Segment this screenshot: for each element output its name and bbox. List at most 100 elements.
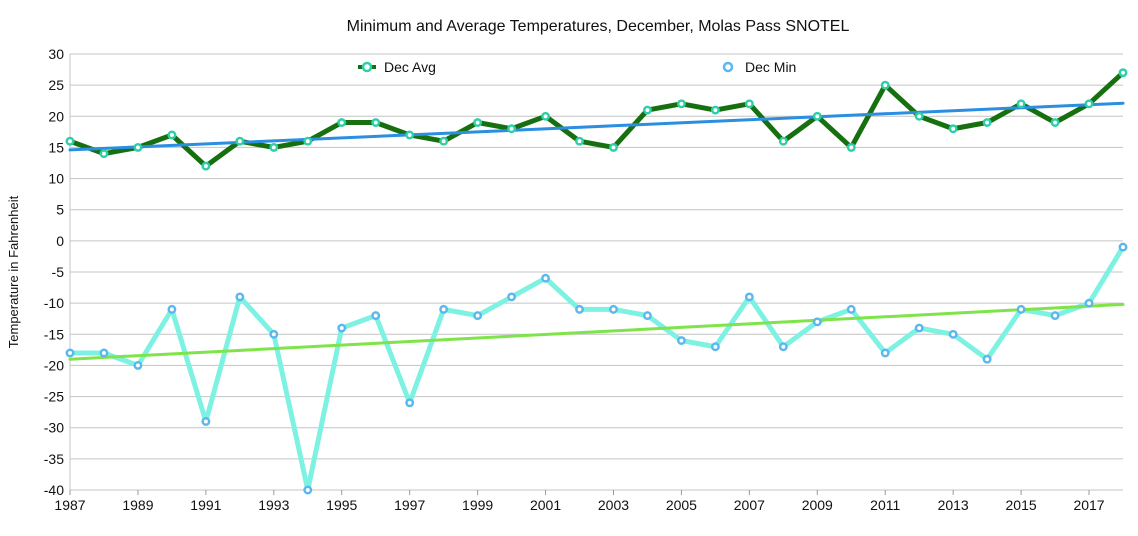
data-point-dec-min[interactable] — [99, 348, 109, 358]
data-point-dec-min[interactable] — [507, 292, 517, 302]
data-point-dec-min[interactable] — [269, 329, 279, 339]
data-point-dec-avg[interactable] — [439, 136, 449, 146]
data-point-dec-avg[interactable] — [609, 142, 618, 152]
legend-item-dec-avg[interactable]: Dec Avg — [358, 59, 436, 75]
data-point-dec-min[interactable] — [1016, 304, 1026, 314]
data-point-dec-avg[interactable] — [846, 142, 856, 152]
data-point-dec-min[interactable] — [1084, 298, 1094, 308]
data-point-dec-avg[interactable] — [541, 111, 550, 121]
y-tick-label: -10 — [44, 295, 64, 311]
data-point-dec-min[interactable] — [303, 485, 313, 495]
data-point-dec-avg[interactable] — [337, 118, 347, 127]
data-point-dec-avg[interactable] — [99, 149, 109, 159]
data-point-dec-min[interactable] — [235, 292, 245, 302]
data-point-dec-min[interactable] — [201, 417, 211, 426]
data-point-dec-min[interactable] — [133, 360, 143, 370]
data-point-dec-min[interactable] — [541, 273, 550, 283]
data-point-dec-avg[interactable] — [1016, 99, 1026, 109]
data-point-dec-min[interactable] — [880, 348, 890, 358]
series-line-dec-avg — [67, 70, 1126, 169]
data-point-dec-min[interactable] — [609, 304, 618, 314]
data-point-dec-avg[interactable] — [1050, 118, 1060, 127]
data-point-dec-avg[interactable] — [167, 130, 177, 140]
data-point-dec-min[interactable] — [778, 342, 788, 352]
data-point-dec-avg[interactable] — [65, 136, 75, 146]
chart-title: Minimum and Average Temperatures, Decemb… — [347, 18, 850, 35]
series-line-dec-min — [67, 244, 1126, 493]
data-point-dec-avg[interactable] — [1084, 99, 1094, 109]
x-tick-label: 1995 — [326, 497, 357, 513]
data-point-dec-min[interactable] — [405, 398, 415, 408]
data-point-dec-min[interactable] — [676, 336, 686, 345]
data-point-dec-avg[interactable] — [676, 99, 686, 109]
data-point-dec-min[interactable] — [914, 323, 924, 333]
x-tick-label: 2005 — [666, 497, 697, 513]
data-point-dec-avg[interactable] — [405, 130, 415, 140]
y-tick-label: 25 — [48, 77, 64, 93]
data-point-dec-min[interactable] — [744, 292, 754, 302]
data-point-dec-min[interactable] — [371, 311, 381, 321]
data-point-dec-min[interactable] — [948, 329, 958, 339]
data-point-dec-avg[interactable] — [982, 118, 992, 127]
data-point-dec-avg[interactable] — [778, 136, 788, 146]
x-tick-label: 2015 — [1006, 497, 1037, 513]
data-point-dec-avg[interactable] — [948, 124, 958, 134]
data-point-dec-avg[interactable] — [744, 99, 754, 109]
data-point-dec-avg[interactable] — [133, 142, 143, 152]
y-tick-label: 10 — [48, 171, 64, 187]
data-point-dec-avg[interactable] — [812, 111, 822, 121]
legend-item-dec-min[interactable]: Dec Min — [722, 59, 796, 75]
y-tick-label: 0 — [56, 233, 64, 249]
trendline-dec-min — [68, 302, 1125, 361]
data-point-dec-min[interactable] — [812, 317, 822, 327]
data-point-dec-min[interactable] — [439, 304, 449, 314]
y-tick-label: 30 — [48, 46, 64, 62]
series-group — [65, 68, 1128, 495]
x-tick-label: 2011 — [870, 497, 900, 513]
data-point-dec-min[interactable] — [1050, 311, 1060, 321]
data-point-dec-min[interactable] — [575, 304, 584, 314]
x-tick-label: 2013 — [938, 497, 969, 513]
data-point-dec-avg[interactable] — [473, 118, 483, 127]
data-point-dec-avg[interactable] — [371, 118, 381, 127]
data-point-dec-avg[interactable] — [880, 80, 890, 90]
data-point-dec-avg[interactable] — [914, 111, 924, 121]
data-point-dec-min[interactable] — [643, 311, 652, 321]
data-point-dec-avg[interactable] — [575, 136, 584, 146]
x-tick-label: 1991 — [190, 497, 221, 513]
data-point-dec-avg[interactable] — [269, 142, 279, 152]
data-point-dec-min[interactable] — [473, 311, 483, 321]
data-point-dec-avg[interactable] — [643, 105, 652, 115]
x-tick-labels: 1987 1989 1991 1993 1995 1997 1999 2001 2003 2005… — [54, 497, 1104, 513]
x-tick-label: 1999 — [462, 497, 493, 513]
data-point-dec-avg[interactable] — [235, 136, 245, 146]
data-point-dec-min[interactable] — [65, 348, 75, 358]
data-point-dec-min[interactable] — [710, 342, 720, 352]
data-point-dec-min[interactable] — [982, 354, 992, 364]
y-tick-label: -25 — [44, 389, 64, 405]
data-point-dec-min[interactable] — [167, 304, 177, 314]
x-tick-label: 1987 — [54, 497, 85, 513]
y-tick-label: -40 — [44, 482, 64, 498]
data-point-dec-min[interactable] — [1118, 242, 1128, 252]
data-point-dec-avg[interactable] — [507, 124, 517, 134]
y-tick-label: 20 — [48, 108, 64, 124]
legend-label: Dec Avg — [384, 59, 436, 75]
y-tick-label: 15 — [48, 139, 64, 155]
y-tick-label: -15 — [44, 326, 64, 342]
data-point-dec-avg[interactable] — [710, 105, 720, 115]
trendline-dec-avg — [68, 101, 1125, 152]
data-point-dec-avg[interactable] — [303, 136, 313, 146]
data-point-dec-avg[interactable] — [201, 161, 211, 171]
x-tick-label: 1989 — [122, 497, 153, 513]
x-tick-label: 1993 — [258, 497, 289, 513]
y-tick-label: -20 — [44, 357, 64, 373]
x-tick-label: 2017 — [1073, 497, 1104, 513]
y-tick-label: -5 — [52, 264, 65, 280]
data-point-dec-min[interactable] — [337, 323, 347, 333]
x-tick-label: 1997 — [394, 497, 425, 513]
data-point-dec-avg[interactable] — [1118, 68, 1128, 78]
data-point-dec-min[interactable] — [846, 304, 856, 314]
y-tick-labels: 30 25 20 15 10 5 0 -5 -10 -15 -20 -25 -30 -35 -40 — [44, 46, 64, 498]
